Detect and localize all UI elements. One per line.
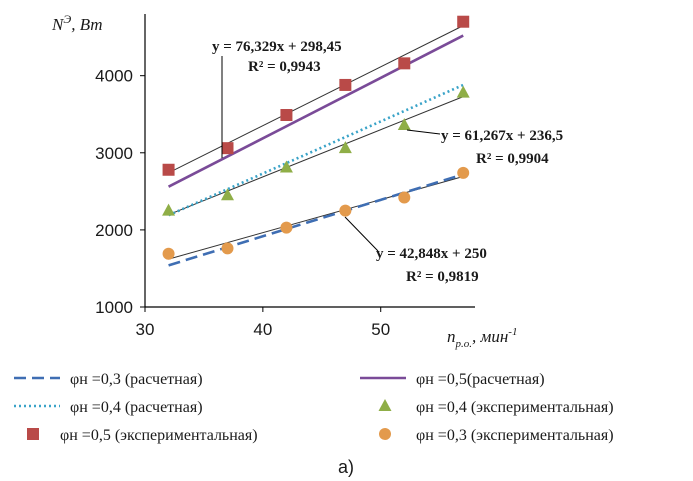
y-tick-label: 4000	[95, 67, 133, 86]
data-point-layer	[162, 15, 470, 260]
data-point-circle	[221, 242, 234, 255]
axes: 1000 2000 3000 4000 30 40 50 NЭ, Вт nр.о., мин-1	[51, 12, 517, 350]
y-tick-label: 2000	[95, 221, 133, 240]
legend-item: φн =0,4 (расчетная)	[14, 399, 203, 416]
calculated-line-3	[168, 173, 464, 267]
legend-swatch-triangle	[378, 399, 392, 411]
annotation-leader	[344, 216, 379, 252]
trend-equation: y = 42,848x + 250	[376, 246, 487, 262]
data-point-triangle	[162, 203, 176, 216]
legend-label: φн =0,5 (экспериментальная)	[60, 427, 258, 444]
x-tick-label: 30	[136, 320, 155, 339]
data-point-square	[398, 57, 411, 70]
calculated-line-1	[167, 34, 464, 188]
data-point-circle	[162, 247, 175, 260]
calculated-line-layer	[167, 34, 464, 267]
trendline-1	[168, 25, 464, 174]
data-point-square	[280, 109, 293, 122]
legend-label: φн =0,3 (экспериментальная)	[416, 427, 614, 444]
data-point-triangle	[456, 85, 470, 98]
x-tick-label: 50	[371, 320, 390, 339]
legend-swatch-square	[27, 428, 39, 440]
data-point-circle	[457, 166, 470, 179]
calculated-line-2	[168, 83, 464, 217]
r-squared-label: R² = 0,9819	[406, 269, 479, 285]
legend-item: φн =0,3 (экспериментальная)	[379, 427, 614, 444]
data-point-square	[221, 142, 234, 155]
legend-item: φн =0,5 (экспериментальная)	[27, 427, 258, 444]
legend-label: φн =0,3 (расчетная)	[70, 371, 203, 388]
r-squared-label: R² = 0,9904	[476, 151, 549, 167]
data-point-triangle	[221, 188, 234, 201]
data-point-square	[339, 78, 352, 91]
data-point-circle	[280, 221, 293, 234]
data-point-square	[162, 163, 175, 176]
legend-label: φн =0,4 (расчетная)	[70, 399, 203, 416]
data-point-circle	[339, 204, 352, 217]
legend-label: φн =0,4 (экспериментальная)	[416, 399, 614, 416]
y-tick-label: 3000	[95, 144, 133, 163]
legend-item: φн =0,4 (экспериментальная)	[378, 399, 614, 416]
trend-equation: y = 61,267x + 236,5	[441, 128, 563, 144]
annotation-layer: y = 76,329x + 298,45 R² = 0,9943 y = 61,26…	[212, 39, 563, 285]
data-point-square	[457, 15, 470, 28]
y-axis-title: NЭ, Вт	[51, 12, 103, 34]
data-point-triangle	[397, 118, 411, 131]
x-axis-title: nр.о., мин-1	[447, 326, 517, 350]
data-point-triangle	[279, 160, 293, 173]
data-point-triangle	[338, 141, 352, 154]
data-point-circle	[398, 191, 411, 204]
y-tick-label: 1000	[95, 298, 133, 317]
trend-equation: y = 76,329x + 298,45	[212, 39, 342, 55]
figure-caption: а)	[338, 457, 354, 477]
trendline-2	[168, 96, 464, 216]
legend-item: φн =0,3 (расчетная)	[14, 371, 203, 388]
x-tick-label: 40	[253, 320, 272, 339]
annotation-leader	[406, 129, 441, 135]
legend-label: φн =0,5(расчетная)	[416, 371, 545, 388]
legend-swatch-circle	[379, 428, 391, 440]
legend-item: φн =0,5(расчетная)	[360, 371, 545, 388]
r-squared-label: R² = 0,9943	[248, 59, 321, 75]
legend: φн =0,3 (расчетная) φн =0,5(расчетная) φн …	[14, 371, 614, 444]
